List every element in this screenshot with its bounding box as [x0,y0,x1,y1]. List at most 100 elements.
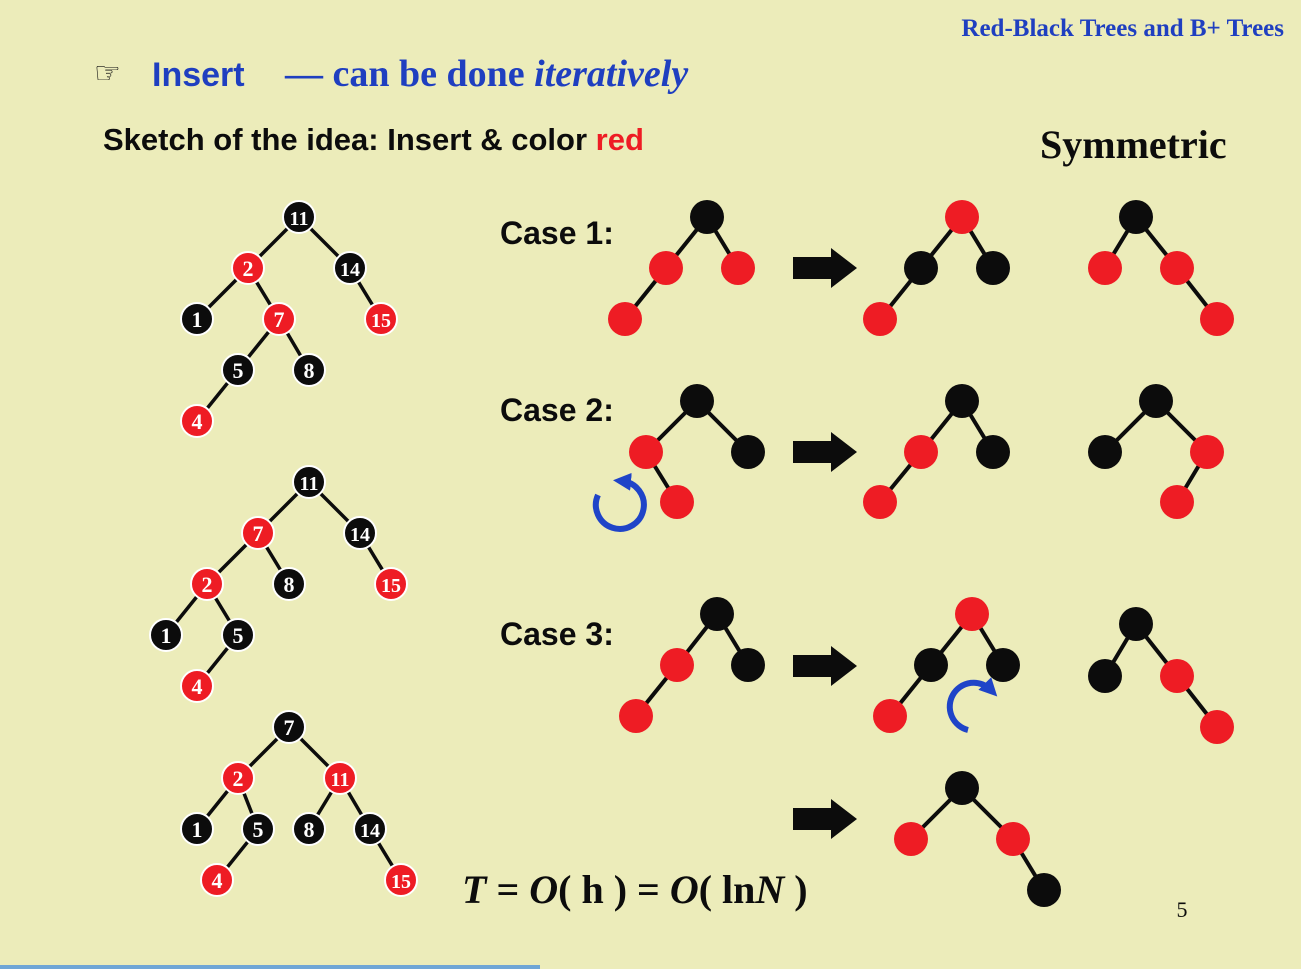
tree-node-label: 5 [253,817,264,842]
node-black [731,648,765,682]
tree-node-4 [200,863,234,897]
tree-node-5 [221,353,255,387]
tree-node-15 [374,567,408,601]
tree-node-2 [231,251,265,285]
tree-node-1 [180,812,214,846]
node-black [700,597,734,631]
node-black [1088,435,1122,469]
tree-node-label: 7 [274,307,285,332]
tree-node-14 [343,516,377,550]
node-black [904,251,938,285]
transform-arrow-icon [793,799,857,839]
tree-node-label: 15 [371,310,391,332]
tree-node-label: 1 [161,623,172,648]
node-black [976,251,1010,285]
tree-node-label: 7 [253,521,264,546]
node-black [1119,200,1153,234]
tree-node-label: 4 [192,409,203,434]
tree-node-label: 11 [290,208,309,230]
tree-node-7 [262,302,296,336]
case-3-label: Case 3: [500,616,614,652]
node-red [873,699,907,733]
tree-node-label: 14 [340,259,360,281]
complexity-formula: T = O( h ) = O( lnN ) [462,867,808,912]
tree-node-label: 4 [192,674,203,699]
case-2-label: Case 2: [500,392,614,428]
tree-node-11 [292,465,326,499]
node-red [660,648,694,682]
example-tree-initial: 11 2 14 1 7 15 5 8 4 [180,200,398,438]
tree-node-label: 11 [300,473,319,495]
node-black [690,200,724,234]
node-red [996,822,1030,856]
tree-node-label: 4 [212,868,223,893]
formula-O: O [670,867,699,912]
node-black [945,771,979,805]
case-2-after [863,384,1010,519]
tree-node-label: 2 [202,572,213,597]
tree-node-8 [292,353,326,387]
sketch-red-word: red [596,122,644,157]
transform-arrow-icon [793,646,857,686]
rotate-left-icon [592,472,647,532]
case-2-before [629,384,765,519]
node-red [863,485,897,519]
formula-eq: = [486,867,529,912]
node-black [731,435,765,469]
node-red [863,302,897,336]
tree-node-4 [180,669,214,703]
node-black [976,435,1010,469]
node-red [649,251,683,285]
tree-node-5 [221,618,255,652]
formula-T: T [462,867,488,912]
node-black [986,648,1020,682]
tree-node-label: 8 [304,817,315,842]
hand-pointer-icon: ☞ [94,57,121,90]
symmetric-label: Symmetric [1040,122,1227,167]
formula-eq: = [627,867,670,912]
sketch-prefix: Sketch of the idea: Insert & color [103,122,596,157]
node-red [629,435,663,469]
node-red [660,485,694,519]
tree-node-label: 2 [233,766,244,791]
node-black [1088,659,1122,693]
node-red [894,822,928,856]
case-3-symmetric [1088,607,1234,744]
heading-insert: Insert [152,56,245,94]
tree-node-11 [282,200,316,234]
node-red [721,251,755,285]
formula-ln: ( ln [699,867,756,912]
node-black [680,384,714,418]
tree-node-7 [272,710,306,744]
tree-node-2 [190,567,224,601]
progress-strip [0,965,540,969]
header-title: Red-Black Trees and B+ Trees [961,15,1284,42]
transform-arrow-icon [793,248,857,288]
heading-dash-text: — can be done [284,53,534,95]
tree-node-15 [364,302,398,336]
heading-iterative: — can be done iteratively [284,53,688,95]
node-red [955,597,989,631]
formula-N: N [754,867,786,912]
node-red [1088,251,1122,285]
rotate-right-icon [946,677,998,733]
example-tree-after-recolor-rotate: 117 142 8 151 54 [149,465,408,703]
case-3-final [894,771,1061,907]
node-red [1200,710,1234,744]
tree-node-7 [241,516,275,550]
sketch-text: Sketch of the idea: Insert & color red [103,122,644,157]
node-red [1160,251,1194,285]
tree-node-label: 14 [360,820,380,842]
transform-arrow-icon [793,432,857,472]
tree-node-label: 7 [284,715,295,740]
case-1-before [608,200,755,336]
tree-node-label: 1 [192,817,203,842]
formula-O: O [529,867,558,912]
tree-node-2 [221,761,255,795]
node-red [1160,659,1194,693]
page-number: 5 [1177,897,1188,922]
node-black [1139,384,1173,418]
tree-node-1 [149,618,183,652]
